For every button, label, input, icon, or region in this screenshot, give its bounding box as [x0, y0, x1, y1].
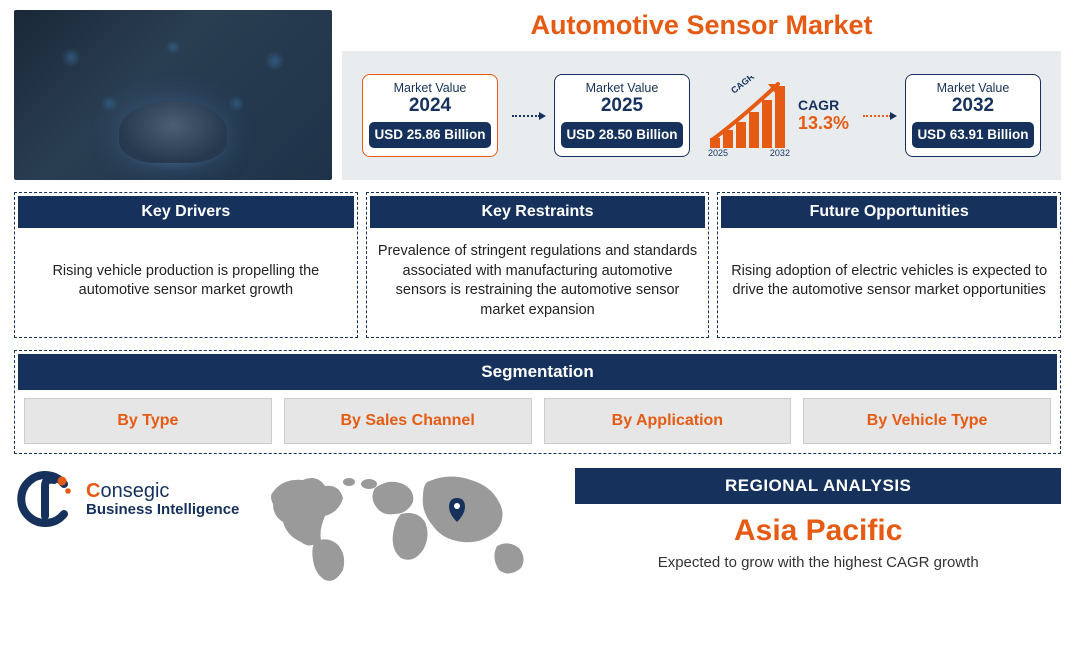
- factor-text: Rising adoption of electric vehicles is …: [721, 228, 1057, 334]
- factor-card-restraints: Key Restraints Prevalence of stringent r…: [366, 192, 710, 338]
- market-value-strip: Market Value 2024 USD 25.86 Billion Mark…: [342, 51, 1061, 180]
- page-title: Automotive Sensor Market: [342, 10, 1061, 41]
- brand-logo: Consegic Business Intelligence: [14, 468, 239, 530]
- factor-text: Rising vehicle production is propelling …: [18, 228, 354, 334]
- mv-year: 2032: [912, 95, 1034, 117]
- connector-arrow: [512, 115, 540, 117]
- factor-title: Key Drivers: [18, 196, 354, 228]
- mv-year: 2025: [561, 95, 683, 117]
- segmentation-item: By Sales Channel: [284, 398, 532, 444]
- market-value-card-2024: Market Value 2024 USD 25.86 Billion: [362, 74, 498, 157]
- regional-title: REGIONAL ANALYSIS: [575, 468, 1061, 504]
- segmentation-title: Segmentation: [18, 354, 1057, 390]
- factor-title: Key Restraints: [370, 196, 706, 228]
- logo-tagline: Business Intelligence: [86, 502, 239, 519]
- world-map: [257, 468, 557, 588]
- mv-label: Market Value: [561, 81, 683, 95]
- segmentation-item: By Application: [544, 398, 792, 444]
- mv-label: Market Value: [369, 81, 491, 95]
- regional-region: Asia Pacific: [575, 514, 1061, 548]
- segmentation-block: Segmentation By Type By Sales Channel By…: [14, 350, 1061, 454]
- cagr-year-end: 2032: [770, 148, 790, 158]
- logo-name: Consegic: [86, 480, 239, 502]
- mv-value: USD 63.91 Billion: [912, 122, 1034, 148]
- regional-analysis: REGIONAL ANALYSIS Asia Pacific Expected …: [575, 468, 1061, 571]
- mv-year: 2024: [369, 95, 491, 117]
- factor-card-drivers: Key Drivers Rising vehicle production is…: [14, 192, 358, 338]
- cagr-chart: CAGR 2025 2032: [704, 76, 794, 156]
- hero-image: [14, 10, 332, 180]
- svg-text:CAGR: CAGR: [729, 76, 756, 96]
- mv-value: USD 28.50 Billion: [561, 122, 683, 148]
- factor-text: Prevalence of stringent regulations and …: [370, 228, 706, 334]
- factor-title: Future Opportunities: [721, 196, 1057, 228]
- market-value-card-2025: Market Value 2025 USD 28.50 Billion: [554, 74, 690, 157]
- segmentation-item: By Vehicle Type: [803, 398, 1051, 444]
- regional-subtitle: Expected to grow with the highest CAGR g…: [575, 554, 1061, 571]
- cagr-value: 13.3%: [798, 113, 849, 134]
- mv-value: USD 25.86 Billion: [369, 122, 491, 148]
- segmentation-item: By Type: [24, 398, 272, 444]
- cagr-block: CAGR 2025 2032 CAGR 13.3%: [704, 76, 849, 156]
- connector-arrow: [863, 115, 891, 117]
- cagr-label: CAGR: [798, 97, 849, 113]
- mv-label: Market Value: [912, 81, 1034, 95]
- market-value-card-2032: Market Value 2032 USD 63.91 Billion: [905, 74, 1041, 157]
- cagr-year-start: 2025: [708, 148, 728, 158]
- logo-icon: [14, 468, 76, 530]
- factor-card-opportunities: Future Opportunities Rising adoption of …: [717, 192, 1061, 338]
